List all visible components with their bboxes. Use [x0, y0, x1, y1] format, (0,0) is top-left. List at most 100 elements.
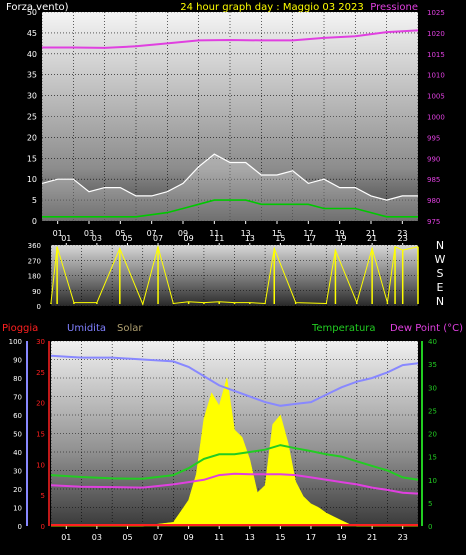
- humidity-y-tick-label: 80: [13, 375, 22, 383]
- temperature-y-tick-label: 5: [428, 500, 432, 508]
- x-tick-label: 19: [335, 229, 345, 238]
- humidity-y-tick-label: 20: [13, 486, 22, 494]
- solar-axis-label: Solar: [117, 323, 143, 334]
- direction-y-tick-label: 90: [32, 288, 41, 296]
- x-tick-label: 15: [275, 234, 285, 243]
- wind-y-tick-label: 25: [27, 113, 37, 122]
- direction-y-ticks: 0 90 180 270 360: [28, 242, 41, 311]
- pressure-y-tick-label: 990: [427, 155, 440, 163]
- pressure-y-ticks: 975 980 985 990 995 1000 1005 1010 1015 1020 1025: [427, 9, 445, 226]
- pressure-y-tick-label: 1005: [427, 93, 445, 101]
- wind-y-tick-label: 45: [27, 29, 37, 38]
- wind-grid: [41, 11, 419, 222]
- humidity-y-tick-label: 90: [13, 357, 22, 365]
- wind-marks: [41, 29, 419, 221]
- direction-y-tick-label: 360: [28, 242, 41, 250]
- temperature-y-ticks: 0 5 10 15 20 25 30 35 40: [421, 338, 437, 531]
- x-tick-label: 23: [398, 533, 408, 542]
- rain-y-tick-label: 0: [41, 523, 45, 531]
- wind-y-tick-label: 15: [27, 154, 37, 163]
- pressure-line: [42, 29, 419, 49]
- temperature-y-tick-label: 40: [428, 338, 437, 346]
- temperature-y-tick-label: 15: [428, 454, 437, 462]
- x-tick-label: 05: [122, 533, 132, 542]
- direction-y-tick-label: 270: [28, 257, 41, 265]
- wind-y-tick-label: 40: [27, 50, 37, 59]
- temperature-y-tick-label: 35: [428, 361, 437, 369]
- pressure-y-tick-label: 985: [427, 176, 440, 184]
- pressure-axis-label: Pressione: [370, 2, 418, 13]
- rain-y-tick-label: 30: [36, 338, 45, 346]
- humidity-y-tick-label: 10: [13, 505, 22, 513]
- wind-y-tick-label: 20: [27, 133, 37, 142]
- temperature-y-tick-label: 20: [428, 431, 437, 439]
- direction-line: [50, 244, 419, 306]
- pressure-y-tick-label: 975: [427, 218, 440, 226]
- x-tick-label: 15: [272, 229, 282, 238]
- x-tick-label: 19: [336, 234, 346, 243]
- x-tick-label: 13: [245, 234, 255, 243]
- pressure-y-tick-label: 980: [427, 197, 440, 205]
- x-tick-label: 09: [184, 234, 194, 243]
- solar-area: [51, 377, 418, 527]
- direction-letter: E: [437, 281, 444, 294]
- humidity-axis-label: Umidita: [67, 323, 106, 334]
- wind-y-tick-label: 30: [27, 92, 37, 101]
- x-tick-label: 01: [61, 234, 71, 243]
- direction-letter: N: [436, 239, 444, 252]
- humidity-y-tick-label: 50: [13, 431, 22, 439]
- wind-avg-line: [42, 199, 418, 218]
- x-tick-label: 17: [306, 234, 316, 243]
- x-tick-label: 21: [367, 533, 377, 542]
- x-tick-label: 17: [303, 229, 313, 238]
- rain-y-ticks: 0 5 10 15 20 25 30: [36, 338, 50, 531]
- wind-y-tick-label: 0: [32, 217, 37, 226]
- wind-x-ticks: 01 03 05 07 09 11 13 15 17 19 21 23: [53, 221, 407, 238]
- rain-y-tick-label: 15: [36, 431, 45, 439]
- x-tick-label: 11: [209, 229, 219, 238]
- x-tick-label: 09: [184, 533, 194, 542]
- x-tick-label: 07: [153, 533, 163, 542]
- humidity-y-ticks: 0 10 20 30 40 50 60 70 80 90 100: [9, 338, 28, 531]
- x-tick-label: 07: [147, 229, 157, 238]
- x-tick-label: 11: [214, 234, 224, 243]
- x-tick-label: 17: [306, 533, 316, 542]
- direction-letter: S: [437, 267, 444, 280]
- direction-y-tick-label: 0: [37, 303, 41, 311]
- x-tick-label: 03: [92, 234, 102, 243]
- direction-y-tick-label: 180: [28, 273, 41, 281]
- wind-y-ticks: 0 5 10 15 20 25 30 35 40 45 50: [27, 8, 37, 226]
- climate-x-ticks: 01 03 05 07 09 11 13 15 17 19 21 23: [61, 526, 408, 542]
- pressure-y-tick-label: 1000: [427, 114, 445, 122]
- x-tick-label: 15: [275, 533, 285, 542]
- climate-marks: [50, 354, 419, 527]
- temperature-y-tick-label: 30: [428, 384, 437, 392]
- x-tick-label: 05: [115, 229, 125, 238]
- pressure-y-tick-label: 995: [427, 134, 440, 142]
- humidity-line: [50, 354, 419, 407]
- pressure-y-tick-label: 1015: [427, 51, 445, 59]
- rain-y-tick-label: 25: [36, 369, 45, 377]
- x-tick-label: 21: [366, 229, 376, 238]
- direction-grid: [50, 244, 419, 307]
- x-tick-label: 21: [367, 234, 377, 243]
- wind-y-tick-label: 50: [27, 8, 37, 17]
- humidity-y-tick-label: 70: [13, 394, 22, 402]
- temperature-y-tick-label: 0: [428, 523, 432, 531]
- wind-axis-label: Forza vento): [6, 2, 69, 13]
- wind-gust-line: [41, 153, 418, 201]
- x-tick-label: 07: [153, 234, 163, 243]
- x-tick-label: 13: [241, 229, 251, 238]
- rain-y-tick-label: 5: [41, 492, 45, 500]
- rain-y-tick-label: 20: [36, 400, 45, 408]
- direction-letter: N: [436, 295, 444, 308]
- temperature-y-tick-label: 10: [428, 477, 437, 485]
- x-tick-label: 23: [398, 234, 408, 243]
- x-tick-label: 03: [92, 533, 102, 542]
- rain-axis-label: Pioggia: [2, 323, 38, 334]
- temperature-axis-label: Temperatura: [311, 323, 376, 334]
- dewpoint-axis-label: Dew Point (°C): [390, 323, 463, 334]
- humidity-y-tick-label: 30: [13, 468, 22, 476]
